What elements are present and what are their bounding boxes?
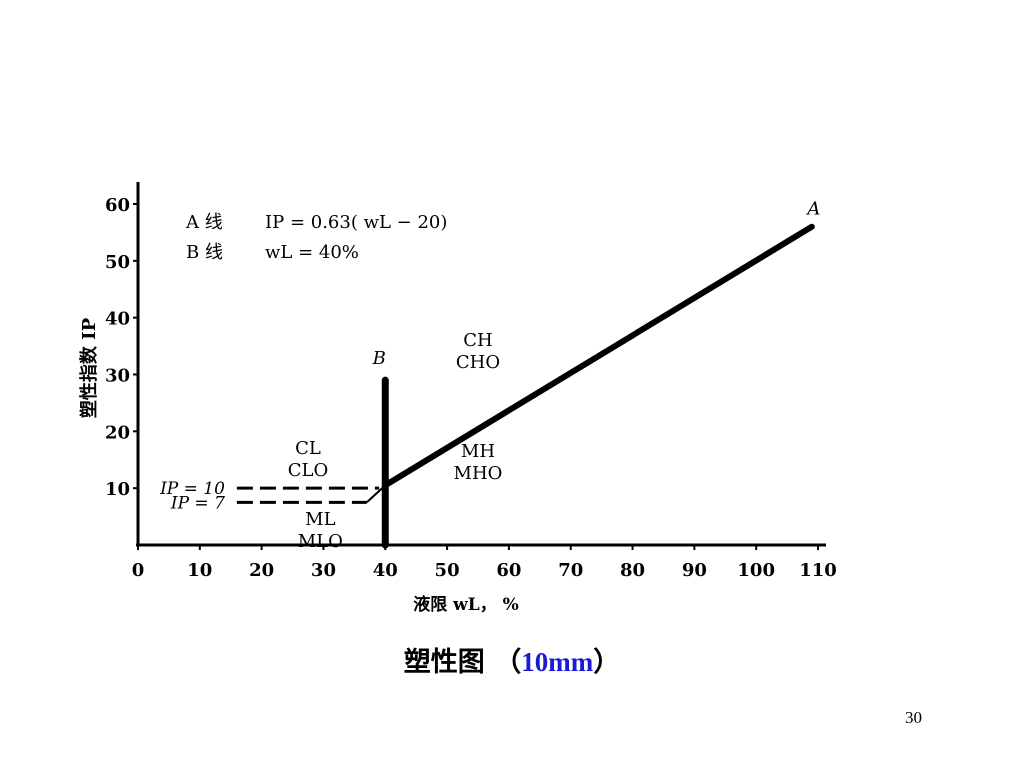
page-number: 30 [905,708,922,727]
region-label: MHO [454,463,503,484]
legend-b-name: B 线 [186,242,223,263]
y-tick-label: 20 [105,422,130,443]
y-tick-label: 60 [105,195,130,216]
b-line-label: B [372,348,386,369]
x-axis-label: 液限 wL， % [413,594,519,615]
region-label: CH [463,330,492,351]
legend-b-formula: wL = 40% [265,242,359,263]
y-tick-label: 50 [105,252,130,273]
x-tick-label: 70 [558,560,583,581]
y-axis-label: 塑性指数 IP [78,317,100,418]
region-label: CHO [456,352,500,373]
region-label: CL [295,438,321,459]
a-line-label: A [805,199,820,220]
caption-end: ） [593,647,621,678]
y-tick-label: 10 [105,479,130,500]
ip-reference-label: IP = 10 [159,479,225,499]
region-label: ML [305,509,335,530]
y-tick-label: 30 [105,366,130,387]
x-tick-label: 20 [249,560,274,581]
region-label: MLO [298,531,343,552]
a-line [382,223,815,489]
legend: A 线 IP = 0.63( wL − 20) B 线 wL = 40% [185,212,447,263]
x-tick-label: 0 [132,560,145,581]
x-tick-label: 60 [496,560,521,581]
x-tick-label: 30 [311,560,336,581]
x-tick-label: 80 [620,560,645,581]
caption-main: 塑性图 （ [403,647,522,678]
y-tick-label: 40 [105,309,130,330]
plasticity-chart: 0 10 20 30 40 50 60 70 80 90 100 110 10 20 30 40 50 60 A… [78,182,837,615]
x-tick-label: 40 [373,560,398,581]
region-label: CLO [288,460,328,481]
caption-accent: 10mm [521,647,594,677]
ip-connector [366,487,383,504]
region-label: MH [461,441,495,462]
ip-reference-label: IP = 7 [170,493,225,513]
legend-a-formula: IP = 0.63( wL − 20) [265,212,447,233]
x-tick-label: 10 [187,560,212,581]
figure-caption: 塑性图 （10mm） [0,640,1024,679]
x-tick-label: 90 [682,560,707,581]
x-tick-label: 110 [799,560,837,581]
x-tick-label: 50 [435,560,460,581]
legend-a-name: A 线 [185,212,223,233]
x-tick-label: 100 [737,560,775,581]
